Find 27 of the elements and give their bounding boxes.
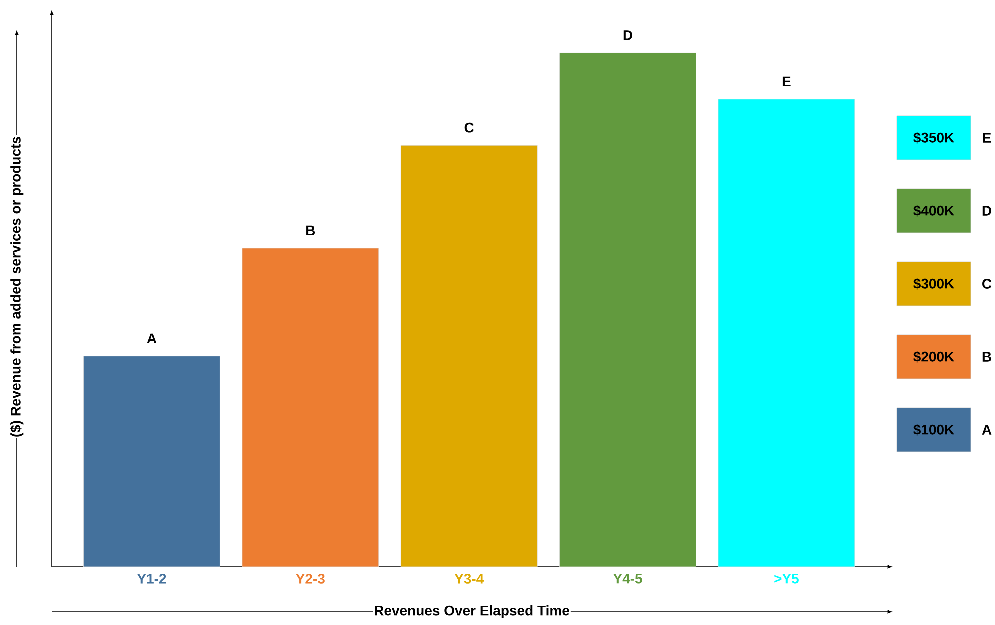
x-tick-label: Y1-2 [137, 574, 166, 584]
annotation: B [306, 226, 316, 236]
text: C [982, 279, 992, 289]
bar [400, 145, 538, 568]
x-tick-label: Y2-3 [296, 574, 325, 584]
text: E [983, 133, 992, 143]
x-axis-title: Revenues Over Elapsed Time [375, 605, 570, 619]
text: $200K [914, 351, 955, 363]
bar [242, 248, 380, 568]
annotation: E [782, 76, 791, 87]
text: D [982, 206, 992, 216]
x-tick-label: >Y5 [774, 574, 799, 584]
bar [84, 356, 220, 568]
text: $100K [914, 424, 955, 436]
y-axis-title: ($) Revenue from added services or products [10, 137, 24, 437]
x-tick-label: Y4-5 [613, 574, 642, 584]
bar [560, 52, 696, 568]
bar [718, 99, 856, 568]
text: B [982, 352, 992, 362]
annotation: C [464, 122, 474, 133]
annotation: D [624, 30, 632, 40]
text: $400K [914, 205, 955, 217]
text: A [982, 425, 992, 435]
x-tick-label: Y3-4 [454, 574, 484, 584]
text: $300K [914, 278, 955, 290]
annotation: A [147, 334, 157, 344]
text: $350K [914, 132, 955, 144]
